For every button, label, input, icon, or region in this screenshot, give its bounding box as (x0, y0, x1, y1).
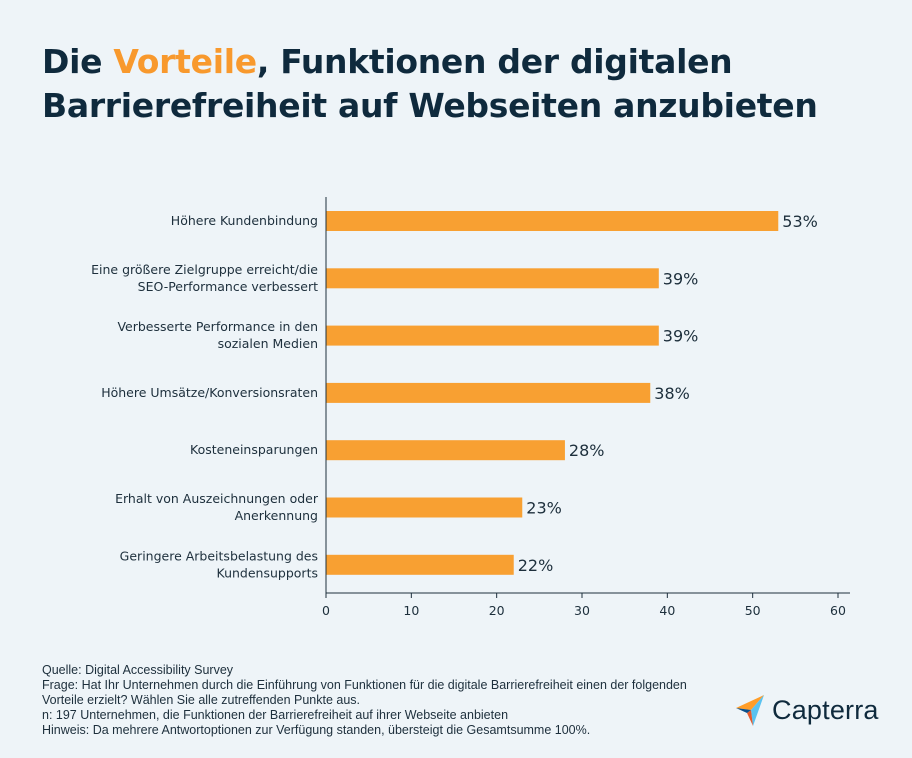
data-label-2: 39% (663, 269, 699, 288)
data-label-1: 53% (782, 212, 818, 231)
footer-sample: n: 197 Unternehmen, die Funktionen der B… (42, 708, 509, 722)
category-label-6-line-2: Anerkennung (235, 508, 318, 523)
category-label-7-line-1: Geringere Arbeitsbelastung des (120, 548, 318, 563)
category-label-3: Verbesserte Performance in den sozialen M… (117, 319, 318, 351)
x-tick-label-0: 0 (322, 603, 330, 618)
bar-5 (326, 440, 565, 461)
bar-7 (326, 554, 514, 575)
x-tick-label-50: 50 (745, 603, 761, 618)
data-label-4: 38% (654, 384, 690, 403)
category-label-6: Erhalt von Auszeichnungen oder Anerkennun… (115, 491, 319, 523)
x-tick-label-20: 20 (489, 603, 505, 618)
x-tick-label-60: 60 (830, 603, 846, 618)
bar-6 (326, 497, 523, 518)
category-label-4: Höhere Umsätze/Konversionsraten (101, 385, 318, 400)
data-label-3: 39% (663, 327, 699, 346)
category-label-5: Kosteneinsparungen (190, 442, 318, 457)
x-tick-label-10: 10 (403, 603, 419, 618)
category-label-2: Eine größere Zielgruppe erreicht/die SEO-… (91, 262, 318, 294)
footer-question-line-2: Vorteile erzielt? Wählen Sie alle zutref… (42, 693, 361, 707)
chart-title: Die Vorteile, Funktionen der digitalen B… (42, 40, 892, 128)
category-label-7: Geringere Arbeitsbelastung des Kundensupp… (120, 548, 318, 580)
category-label-2-line-1: Eine größere Zielgruppe erreicht/die (91, 262, 318, 277)
category-label-3-line-2: sozialen Medien (218, 336, 318, 351)
x-tick-label-40: 40 (659, 603, 675, 618)
data-label-6: 23% (526, 499, 562, 518)
category-label-6-line-1: Erhalt von Auszeichnungen oder (115, 491, 319, 506)
data-label-7: 22% (518, 556, 554, 575)
footer-note: Hinweis: Da mehrere Antwortoptionen zur … (42, 723, 591, 737)
capterra-logo: Capterra (734, 690, 879, 730)
footer-notes: Quelle: Digital Accessibility Survey Fra… (42, 663, 722, 738)
x-tick-label-30: 30 (574, 603, 590, 618)
bar-3 (326, 325, 659, 346)
category-label-7-line-2: Kundensupports (217, 565, 318, 580)
data-label-5: 28% (569, 441, 605, 460)
category-label-1-line-1: Höhere Kundenbindung (171, 213, 318, 228)
bar-2 (326, 268, 659, 289)
logo-text: Capterra (772, 694, 879, 725)
category-label-1: Höhere Kundenbindung (171, 213, 318, 228)
bar-chart: 53% Höhere Kundenbindung 39% Eine größere Z… (91, 197, 850, 618)
title-part-1: Die (42, 42, 114, 81)
title-part-2: , Funktionen der digitalen Barrierefreih… (42, 42, 818, 125)
capterra-arrow-icon (736, 695, 764, 726)
category-label-4-line-1: Höhere Umsätze/Konversionsraten (101, 385, 318, 400)
category-label-3-line-1: Verbesserte Performance in den (117, 319, 318, 334)
bar-1 (326, 211, 779, 231)
category-label-2-line-2: SEO-Performance verbessert (138, 279, 318, 294)
footer-question-line-1: Frage: Hat Ihr Unternehmen durch die Ein… (42, 678, 687, 692)
bar-4 (326, 382, 651, 403)
title-highlight: Vorteile (113, 42, 257, 81)
category-label-5-line-1: Kosteneinsparungen (190, 442, 318, 457)
footer-source: Quelle: Digital Accessibility Survey (42, 663, 234, 677)
